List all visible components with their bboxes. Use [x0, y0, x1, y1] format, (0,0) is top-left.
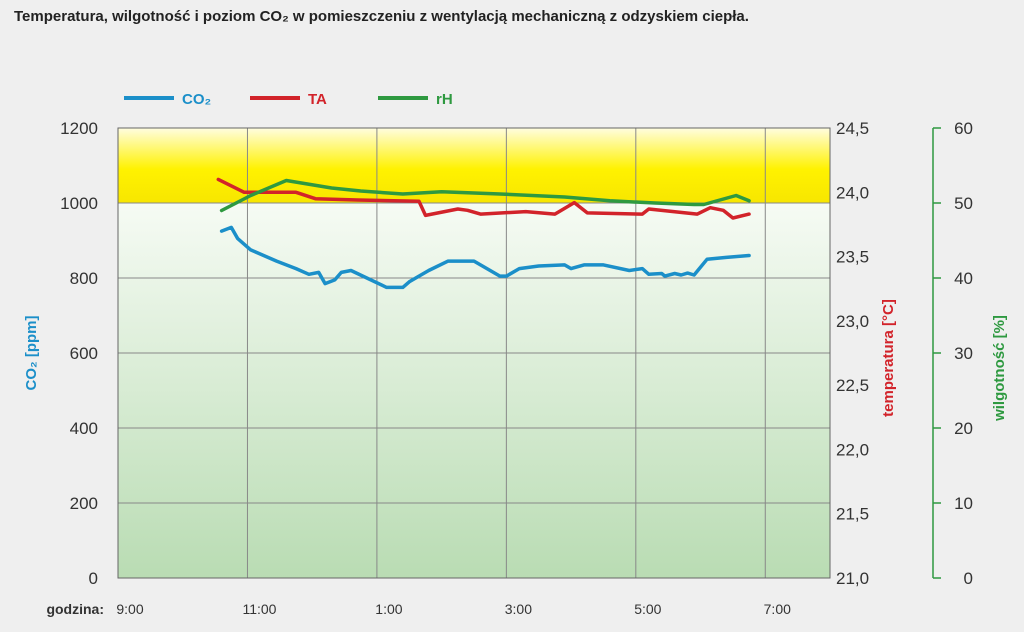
humidity-tick-label: 50: [954, 194, 973, 213]
plot-frame: [117, 127, 831, 579]
co2-tick-label: 1000: [60, 194, 98, 213]
temperature-axis-title: temperatura [°C]: [880, 299, 897, 417]
temperature-tick-label: 22,0: [836, 440, 869, 459]
temperature-tick-label: 23,5: [836, 248, 869, 267]
co2-tick-label: 1200: [60, 119, 98, 138]
x-axis-title: godzina:: [46, 601, 104, 617]
chart-title: Temperatura, wilgotność i poziom CO₂ w p…: [14, 8, 749, 25]
legend-label: TA: [308, 91, 327, 108]
temperature-axis-ticks: 21,0 21,5 22,0 22,5 23,0 23,5 24,0 24,5: [836, 119, 869, 588]
x-tick-label: 3:00: [505, 601, 532, 617]
band-green: [118, 203, 830, 578]
humidity-tick-label: 30: [954, 344, 973, 363]
temperature-tick-label: 21,0: [836, 569, 869, 588]
co2-tick-label: 200: [70, 494, 98, 513]
temperature-tick-label: 24,5: [836, 119, 869, 138]
legend-label: rH: [436, 91, 453, 108]
humidity-tick-label: 20: [954, 419, 973, 438]
temperature-tick-label: 23,0: [836, 312, 869, 331]
legend-label: CO₂: [182, 91, 211, 108]
co2-axis-ticks: 0 200 400 600 800 1000 1200: [60, 119, 98, 588]
humidity-tick-label: 0: [964, 569, 973, 588]
x-tick-label: 5:00: [634, 601, 661, 617]
humidity-tick-label: 60: [954, 119, 973, 138]
series-line-right1: [216, 177, 751, 220]
co2-tick-label: 0: [89, 569, 98, 588]
temperature-tick-label: 24,0: [836, 183, 869, 202]
plot-background: [118, 128, 830, 578]
x-tick-label: 7:00: [764, 601, 791, 617]
series-line-right2: [219, 178, 751, 213]
co2-tick-label: 600: [70, 344, 98, 363]
x-tick-label: 1:00: [375, 601, 402, 617]
series-line-left: [219, 225, 751, 290]
x-tick-label: 9:00: [116, 601, 143, 617]
humidity-axis-ticks: 0 10 20 30 40 50 60: [933, 119, 973, 588]
humidity-tick-label: 10: [954, 494, 973, 513]
series-lines: [216, 177, 751, 290]
co2-tick-label: 400: [70, 419, 98, 438]
x-axis-ticks: 9:00 11:00 1:00 3:00 5:00 7:00: [116, 601, 791, 617]
co2-tick-label: 800: [70, 269, 98, 288]
co2-axis-title: CO₂ [ppm]: [23, 316, 40, 391]
legend: CO₂ TA rH: [124, 91, 453, 108]
temperature-tick-label: 22,5: [836, 376, 869, 395]
humidity-tick-label: 40: [954, 269, 973, 288]
temperature-tick-label: 21,5: [836, 505, 869, 524]
humidity-axis-title: wilgotność [%]: [991, 315, 1008, 422]
x-tick-label: 11:00: [242, 601, 276, 617]
